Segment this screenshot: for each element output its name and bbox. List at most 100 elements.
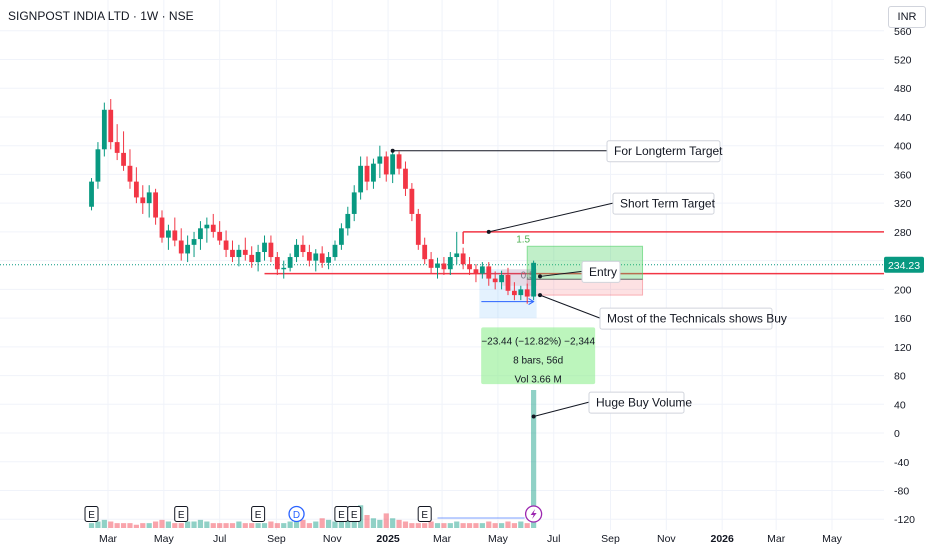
measure-info-line3: Vol 3.66 M: [515, 374, 562, 385]
volume-bar: [146, 523, 152, 528]
time-tick-label: 2025: [376, 533, 400, 545]
candle-body: [345, 213, 351, 229]
price-tick-label: -120: [894, 514, 915, 526]
candle-body: [531, 262, 537, 297]
volume-bar: [242, 523, 248, 528]
candle-body: [358, 165, 364, 193]
candle-body: [332, 244, 338, 258]
longterm-target-box: [606, 140, 721, 163]
entry-leader: [539, 270, 583, 277]
candle-body: [441, 263, 447, 270]
price-tick-label: 400: [894, 141, 912, 153]
price-tick-label: 520: [894, 55, 912, 67]
volume-bar: [287, 521, 293, 528]
volume-bar: [95, 521, 101, 528]
candle-body: [364, 165, 370, 182]
time-tick-label: Sep: [267, 533, 286, 545]
volume-bar: [274, 523, 280, 528]
candle-body: [479, 266, 485, 274]
volume-bar: [338, 519, 345, 528]
earnings-marker[interactable]: [417, 506, 432, 522]
candle-body: [121, 152, 126, 166]
dividend-marker[interactable]: [288, 505, 305, 523]
volume-bar: [345, 518, 351, 528]
measure-info-box: [481, 327, 596, 385]
candle-body: [319, 253, 325, 263]
candle-body: [473, 269, 479, 274]
volume-bar: [486, 521, 492, 528]
price-tick-label: 40: [894, 399, 906, 411]
earnings-marker[interactable]: [251, 506, 266, 522]
candle-body: [166, 230, 171, 238]
time-tick-label: May: [822, 533, 843, 545]
volume-bar: [434, 523, 441, 528]
volume-bar: [524, 523, 530, 528]
short-term-target-text: Short Term Target: [620, 197, 716, 211]
volume-bar: [351, 516, 357, 528]
candle-body: [396, 154, 402, 169]
candle-body: [294, 244, 299, 258]
candle-body: [242, 249, 248, 255]
candle-body: [191, 239, 197, 245]
volume-bar: [402, 521, 409, 528]
time-tick-label: Sep: [601, 533, 620, 545]
candle-body: [371, 163, 376, 182]
volume-bar: [428, 521, 434, 528]
candle-body: [159, 217, 165, 238]
earnings-marker-label: E: [178, 510, 185, 521]
price-tick-label: 360: [894, 169, 912, 181]
candle-body: [153, 192, 158, 218]
price-tick-label: 560: [894, 26, 912, 38]
candle-body: [351, 192, 357, 214]
dividend-marker-label: D: [293, 510, 300, 521]
candle-body: [447, 257, 453, 270]
huge-volume-box: [588, 391, 685, 414]
short-term-target-leader: [488, 202, 614, 233]
currency-button[interactable]: INR: [888, 6, 926, 28]
volume-bar: [313, 521, 319, 528]
candle-body: [313, 253, 319, 261]
short-term-target-box: [612, 192, 715, 215]
candle-body: [383, 156, 389, 175]
candle-body: [114, 142, 120, 153]
volume-bar: [185, 521, 191, 528]
volume-bar: [396, 519, 402, 528]
ratio-label-mid: 0.5: [521, 270, 535, 281]
candle-body: [287, 257, 293, 268]
short-term-target-anchor: [486, 229, 491, 234]
time-tick-label: Nov: [323, 533, 342, 545]
time-axis: Mar May Jul Sep Nov 2025 Mar May Jul Sep Nov 2026 Ma…: [0, 530, 932, 550]
volume-bar: [108, 521, 114, 528]
candle-body: [377, 156, 383, 164]
annotations: For Longterm Target Short Term Target Entr…: [390, 140, 787, 419]
candle-body: [172, 230, 178, 241]
candle-body: [518, 289, 524, 296]
candle-body: [178, 240, 184, 254]
price-tick-label: -40: [894, 457, 909, 469]
candle-body: [409, 188, 415, 214]
volume-bar: [140, 523, 146, 528]
candle-body: [230, 249, 235, 258]
candle-body: [127, 165, 133, 182]
technicals-anchor: [538, 293, 543, 298]
price-tick-label: 160: [894, 313, 912, 325]
volume-bar: [377, 519, 383, 528]
entry-box: [581, 260, 621, 283]
earnings-marker-label: E: [88, 510, 95, 521]
candle-body: [422, 244, 428, 260]
candle-body: [249, 254, 255, 263]
volume-bar: [165, 521, 172, 528]
symbol-title: SIGNPOST INDIA LTD · 1W · NSE: [8, 9, 194, 23]
candle-body: [101, 109, 107, 150]
technicals-text: Most of the Technicals shows Buy: [607, 312, 787, 326]
volume-bar: [88, 523, 95, 528]
huge-volume-anchor: [531, 414, 536, 419]
candle-body: [268, 242, 274, 258]
candle-body: [511, 290, 517, 296]
earnings-marker[interactable]: [347, 506, 362, 522]
candle-body: [499, 275, 504, 283]
earnings-marker[interactable]: [174, 506, 189, 522]
earnings-marker[interactable]: [84, 506, 99, 522]
